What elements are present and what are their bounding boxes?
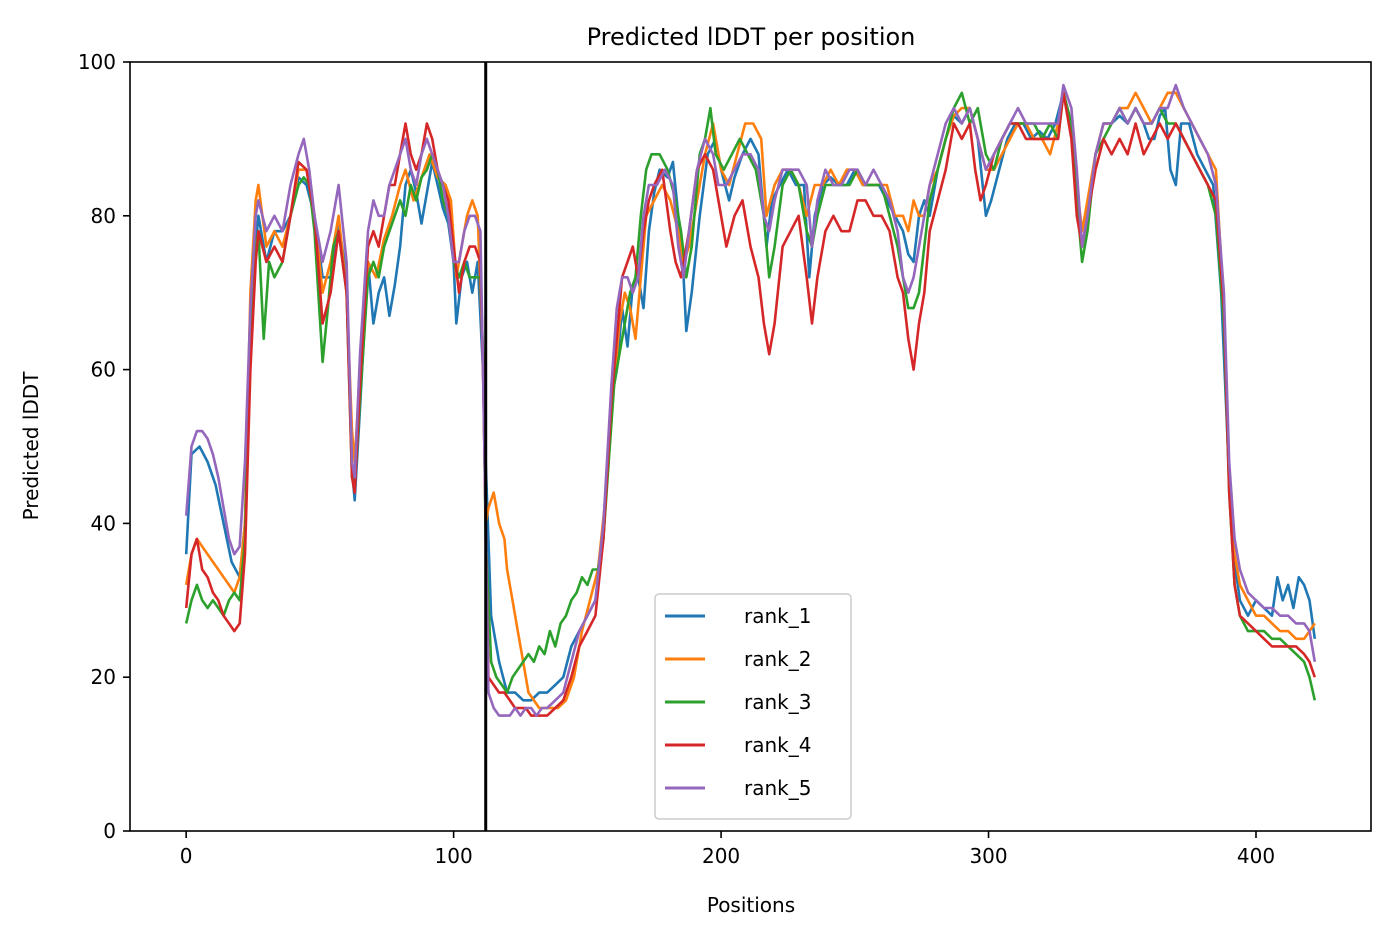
chart-title: Predicted lDDT per position xyxy=(587,23,916,51)
y-axis: 0 20 40 60 80 100 xyxy=(78,50,130,843)
x-tick-label: 100 xyxy=(435,844,473,868)
legend: rank_1 rank_2 rank_3 rank_4 rank_5 xyxy=(654,593,852,820)
y-tick-label: 40 xyxy=(91,511,116,535)
y-axis-title: Predicted lDDT xyxy=(19,371,43,521)
y-tick-label: 80 xyxy=(91,204,116,228)
legend-label-rank_2: rank_2 xyxy=(744,647,811,671)
x-tick-label: 300 xyxy=(969,844,1007,868)
x-tick-label: 400 xyxy=(1237,844,1275,868)
y-tick-label: 0 xyxy=(103,819,116,843)
x-axis-title: Positions xyxy=(707,893,795,917)
legend-label-rank_3: rank_3 xyxy=(744,690,811,714)
plot-frame xyxy=(129,61,1372,832)
x-tick-label: 200 xyxy=(702,844,740,868)
y-tick-label: 60 xyxy=(91,358,116,382)
y-tick-label: 100 xyxy=(78,50,116,74)
legend-label-rank_4: rank_4 xyxy=(744,733,811,757)
y-tick-label: 20 xyxy=(91,665,116,689)
x-axis: 0 100 200 300 400 xyxy=(180,831,1275,868)
series-layer xyxy=(184,83,1317,717)
legend-label-rank_5: rank_5 xyxy=(744,776,811,800)
series-line-rank_5 xyxy=(184,83,1317,717)
legend-label-rank_1: rank_1 xyxy=(744,604,811,628)
x-tick-label: 0 xyxy=(180,844,193,868)
legend-box xyxy=(654,593,852,820)
